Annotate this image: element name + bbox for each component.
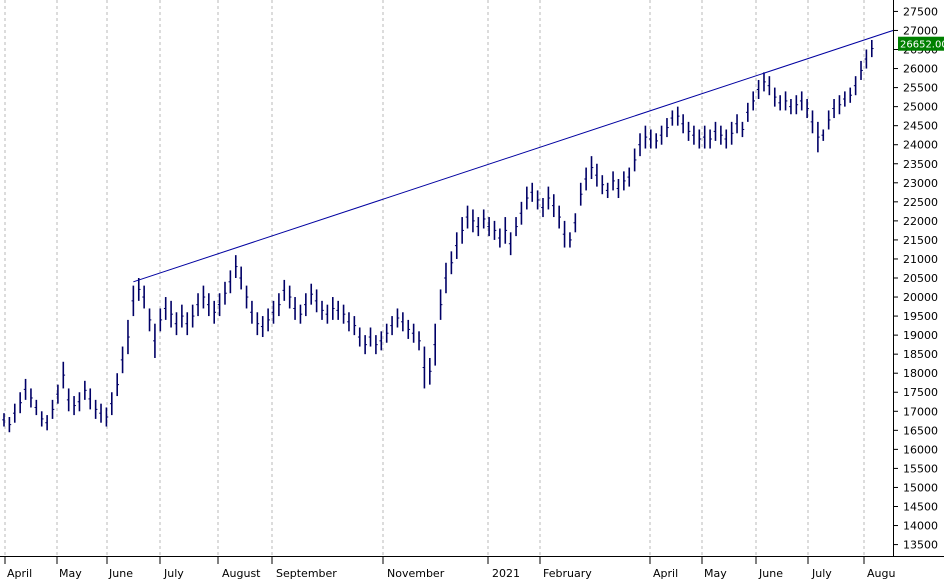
y-tick-label: 21500 — [903, 234, 938, 247]
last-price-marker: 26652.00 — [898, 36, 944, 51]
grid-lines — [4, 0, 865, 556]
y-tick-label: 16500 — [903, 424, 938, 437]
y-tick-label: 17000 — [903, 405, 938, 418]
y-tick-label: 24000 — [903, 139, 938, 152]
y-tick-label: 22000 — [903, 215, 938, 228]
y-tick-label: 24500 — [903, 120, 938, 133]
last-price-label: 26652.00 — [900, 40, 944, 51]
x-tick-label: Augu — [867, 567, 895, 579]
y-tick-label: 15000 — [903, 481, 938, 494]
trendline-layer — [133, 29, 894, 283]
y-tick-label: 26000 — [903, 63, 938, 76]
x-tick-label: May — [59, 567, 82, 579]
y-tick-label: 14500 — [903, 500, 938, 513]
x-tick-label: June — [758, 567, 783, 579]
x-tick-label: February — [543, 567, 592, 579]
y-tick-label: 18500 — [903, 348, 938, 361]
y-tick-label: 20000 — [903, 291, 938, 304]
y-tick-label: 16000 — [903, 443, 938, 456]
y-tick-label: 20500 — [903, 272, 938, 285]
x-tick-label: May — [704, 567, 727, 579]
x-tick-label: September — [276, 567, 337, 579]
y-tick-label: 25000 — [903, 101, 938, 114]
price-bars — [2, 39, 874, 433]
x-tick-label: August — [222, 567, 261, 579]
x-tick-label: April — [7, 567, 32, 579]
y-tick-label: 13500 — [903, 539, 938, 552]
x-tick-label: July — [163, 567, 184, 579]
y-tick-label: 17500 — [903, 386, 938, 399]
y-tick-label: 23500 — [903, 158, 938, 171]
x-tick-label: July — [811, 567, 832, 579]
x-tick-label: June — [108, 567, 133, 579]
y-tick-label: 15500 — [903, 462, 938, 475]
last-price-background — [898, 36, 944, 51]
x-axis-labels: April May June July August September November 2… — [4, 556, 895, 580]
x-tick-label: 2021 — [492, 567, 520, 579]
y-tick-label: 27000 — [903, 24, 938, 37]
y-axis-labels: 13500 14000 14500 15000 15500 16000 16500 17000… — [893, 5, 938, 552]
y-tick-label: 21000 — [903, 253, 938, 266]
y-tick-label: 25500 — [903, 82, 938, 95]
x-tick-label: April — [653, 567, 678, 579]
y-tick-label: 23000 — [903, 177, 938, 190]
y-tick-label: 27500 — [903, 5, 938, 18]
y-tick-label: 18000 — [903, 367, 938, 380]
axes — [0, 0, 944, 557]
trendline — [133, 29, 894, 283]
y-tick-label: 19000 — [903, 329, 938, 342]
x-tick-label: November — [387, 567, 445, 579]
y-tick-label: 22500 — [903, 196, 938, 209]
y-tick-label: 14000 — [903, 520, 938, 533]
y-tick-label: 19500 — [903, 310, 938, 323]
